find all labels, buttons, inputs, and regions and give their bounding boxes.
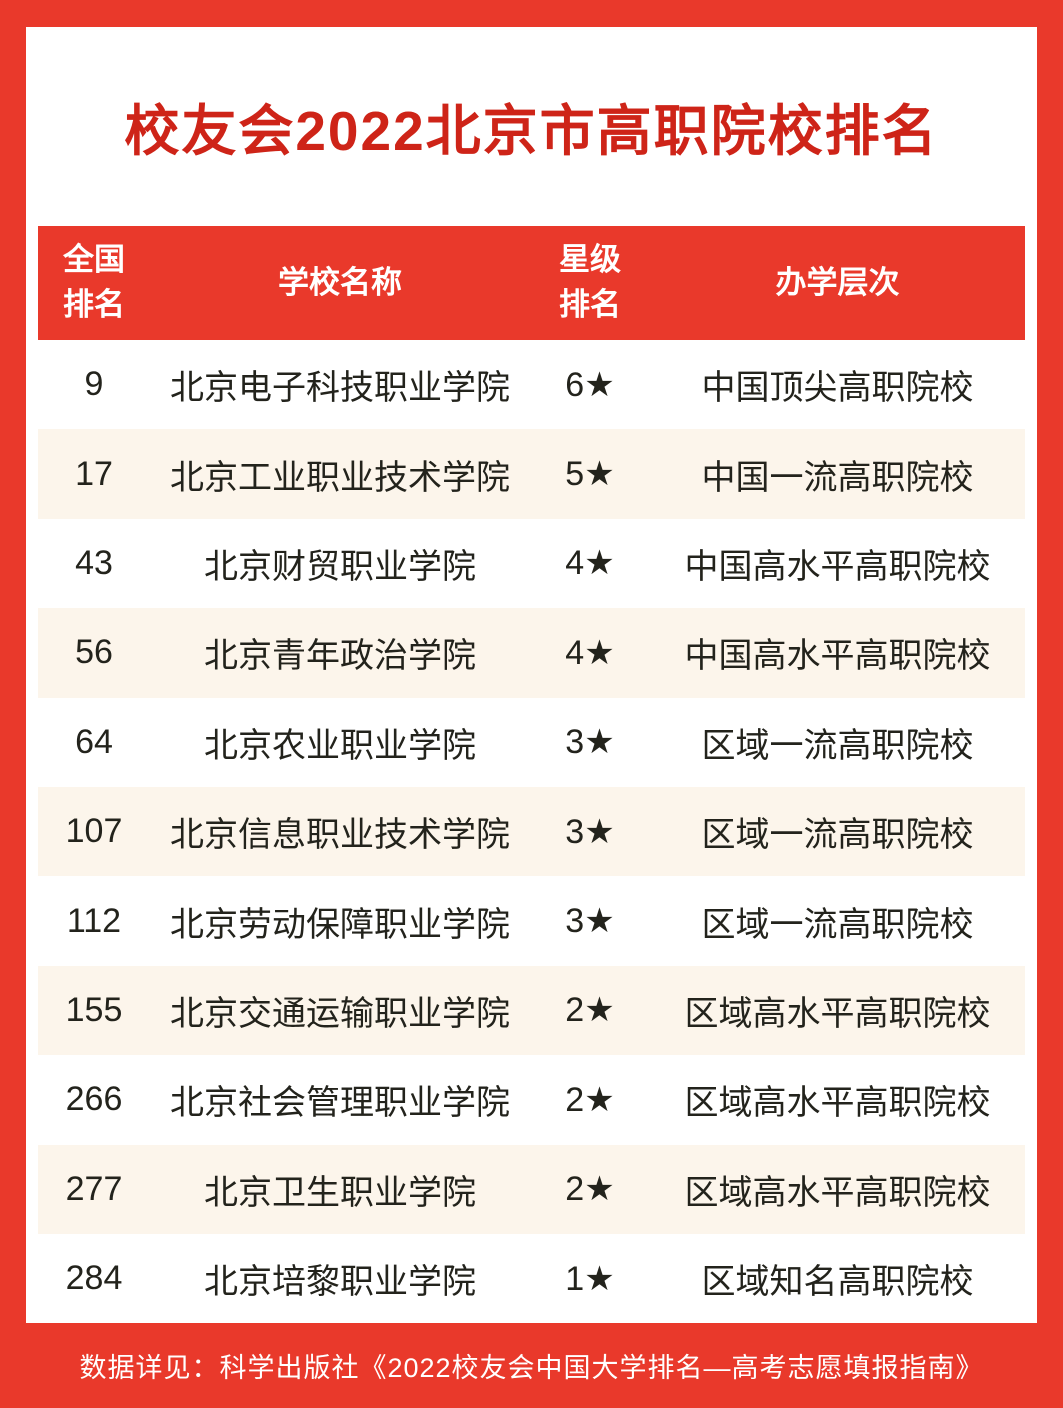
ranking-table-container: 全国 排名 学校名称 星级 排名 办学层次 9 北京电子科技职业 (38, 226, 1025, 1324)
stars-cell: 3★ (530, 876, 650, 966)
school-cell: 北京电子科技职业学院 (150, 340, 530, 430)
school-cell: 北京交通运输职业学院 (150, 965, 530, 1056)
rank-cell: 284 (38, 1233, 150, 1324)
table-row: 9 北京电子科技职业学院 6★ 中国顶尖高职院校 (38, 340, 1025, 430)
table-row: 277 北京卫生职业学院 2★ 区域高水平高职院校 (38, 1144, 1025, 1234)
table-row: 17 北京工业职业技术学院 5★ 中国一流高职院校 (38, 429, 1025, 519)
title-band: 校友会2022北京市高职院校排名 (26, 27, 1037, 225)
rank-cell: 266 (38, 1055, 150, 1145)
page-title: 校友会2022北京市高职院校排名 (124, 100, 939, 162)
rank-cell: 277 (38, 1144, 150, 1234)
header-rank-line1: 全国 (63, 242, 125, 278)
level-cell: 区域知名高职院校 (650, 1233, 1025, 1324)
rank-cell: 112 (38, 876, 150, 966)
footer-band: 数据详见：科学出版社《2022校友会中国大学排名—高考志愿填报指南》 (0, 1323, 1063, 1408)
level-cell: 区域高水平高职院校 (650, 965, 1025, 1056)
school-cell: 北京农业职业学院 (150, 697, 530, 787)
stars-cell: 2★ (530, 965, 650, 1056)
table-row: 284 北京培黎职业学院 1★ 区域知名高职院校 (38, 1233, 1025, 1324)
rank-cell: 43 (38, 518, 150, 609)
level-cell: 中国顶尖高职院校 (650, 340, 1025, 430)
level-cell: 中国高水平高职院校 (650, 608, 1025, 698)
level-cell: 区域一流高职院校 (650, 697, 1025, 787)
school-cell: 北京卫生职业学院 (150, 1144, 530, 1234)
header-star-rank: 星级 排名 (530, 226, 650, 340)
header-stars-line1: 星级 (559, 242, 621, 278)
rank-cell: 155 (38, 965, 150, 1056)
ranking-table: 全国 排名 学校名称 星级 排名 办学层次 9 北京电子科技职业 (38, 226, 1025, 1324)
header-education-level: 办学层次 (650, 226, 1025, 340)
table-row: 56 北京青年政治学院 4★ 中国高水平高职院校 (38, 608, 1025, 698)
table-row: 266 北京社会管理职业学院 2★ 区域高水平高职院校 (38, 1055, 1025, 1145)
level-cell: 区域高水平高职院校 (650, 1055, 1025, 1145)
school-cell: 北京信息职业技术学院 (150, 786, 530, 877)
rank-cell: 56 (38, 608, 150, 698)
stars-cell: 4★ (530, 608, 650, 698)
level-cell: 区域高水平高职院校 (650, 1144, 1025, 1234)
table-row: 43 北京财贸职业学院 4★ 中国高水平高职院校 (38, 518, 1025, 609)
school-cell: 北京青年政治学院 (150, 608, 530, 698)
stars-cell: 3★ (530, 697, 650, 787)
data-source-note: 数据详见：科学出版社《2022校友会中国大学排名—高考志愿填报指南》 (79, 1353, 984, 1383)
stars-cell: 1★ (530, 1233, 650, 1324)
stars-cell: 6★ (530, 340, 650, 430)
header-row: 全国 排名 学校名称 星级 排名 办学层次 (38, 226, 1025, 340)
table-row: 112 北京劳动保障职业学院 3★ 区域一流高职院校 (38, 876, 1025, 966)
rank-cell: 107 (38, 786, 150, 877)
header-rank-line2: 排名 (63, 287, 125, 322)
header-national-rank-label: 全国 排名 (38, 238, 150, 328)
rank-cell: 17 (38, 429, 150, 519)
level-cell: 中国高水平高职院校 (650, 518, 1025, 609)
table-row: 107 北京信息职业技术学院 3★ 区域一流高职院校 (38, 786, 1025, 877)
school-cell: 北京工业职业技术学院 (150, 429, 530, 519)
stars-cell: 2★ (530, 1144, 650, 1234)
header-national-rank: 全国 排名 (38, 226, 150, 340)
header-school-name: 学校名称 (150, 226, 530, 340)
table-body: 9 北京电子科技职业学院 6★ 中国顶尖高职院校 17 北京工业职业技术学院 5… (38, 340, 1025, 1324)
school-cell: 北京劳动保障职业学院 (150, 876, 530, 966)
stars-cell: 3★ (530, 786, 650, 877)
table-row: 155 北京交通运输职业学院 2★ 区域高水平高职院校 (38, 965, 1025, 1056)
stars-cell: 5★ (530, 429, 650, 519)
stars-cell: 4★ (530, 518, 650, 609)
level-cell: 中国一流高职院校 (650, 429, 1025, 519)
rank-cell: 64 (38, 697, 150, 787)
rank-cell: 9 (38, 340, 150, 430)
school-cell: 北京财贸职业学院 (150, 518, 530, 609)
table-row: 64 北京农业职业学院 3★ 区域一流高职院校 (38, 697, 1025, 787)
school-cell: 北京培黎职业学院 (150, 1233, 530, 1324)
level-cell: 区域一流高职院校 (650, 876, 1025, 966)
level-cell: 区域一流高职院校 (650, 786, 1025, 877)
stars-cell: 2★ (530, 1055, 650, 1145)
school-cell: 北京社会管理职业学院 (150, 1055, 530, 1145)
header-star-rank-label: 星级 排名 (530, 238, 650, 328)
table-header: 全国 排名 学校名称 星级 排名 办学层次 (38, 226, 1025, 340)
header-stars-line2: 排名 (559, 287, 621, 322)
